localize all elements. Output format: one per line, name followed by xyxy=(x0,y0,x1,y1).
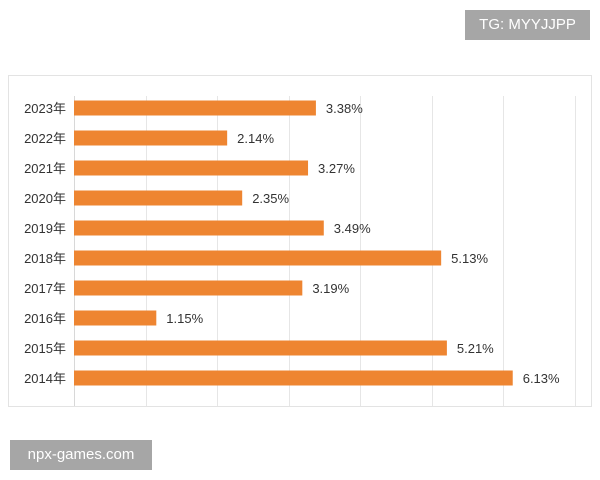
category-label: 2017年 xyxy=(24,281,66,296)
bar xyxy=(74,280,303,296)
chart-card: 2023年 2022年 2021年 2020年 2019年 2018年 2017年 2016年… xyxy=(8,75,592,407)
value-label: 3.38% xyxy=(326,101,363,116)
bar xyxy=(74,190,243,206)
category-label: 2023年 xyxy=(24,101,66,116)
bar xyxy=(74,160,309,176)
bar-chart: 2023年 2022年 2021年 2020年 2019年 2018年 2017年 2016年… xyxy=(24,96,576,406)
value-label: 3.27% xyxy=(318,161,355,176)
category-label: 2014年 xyxy=(24,371,66,386)
bar xyxy=(74,340,447,356)
category-label: 2021年 xyxy=(24,161,66,176)
value-label: 2.14% xyxy=(237,131,274,146)
watermark-top: TG: MYYJJPP xyxy=(465,10,590,40)
watermark-bottom: npx-games.com xyxy=(10,440,152,470)
category-label: 2018年 xyxy=(24,251,66,266)
category-label: 2019年 xyxy=(24,221,66,236)
bar xyxy=(74,250,442,266)
category-label: 2015年 xyxy=(24,341,66,356)
bar xyxy=(74,370,513,386)
value-label: 6.13% xyxy=(523,371,560,386)
value-label: 5.13% xyxy=(451,251,488,266)
bar xyxy=(74,130,228,146)
category-label: 2016年 xyxy=(24,311,66,326)
value-label: 3.19% xyxy=(312,281,349,296)
bar xyxy=(74,220,324,236)
bar xyxy=(74,310,157,326)
value-label: 3.49% xyxy=(334,221,371,236)
value-label: 1.15% xyxy=(166,311,203,326)
value-labels: 3.38% 2.14% 3.27% 2.35% 3.49% 5.13% 3.19% 1.15%… xyxy=(166,101,560,386)
value-label: 5.21% xyxy=(457,341,494,356)
category-label: 2022年 xyxy=(24,131,66,146)
bars xyxy=(74,100,513,386)
value-label: 2.35% xyxy=(252,191,289,206)
bar xyxy=(74,100,316,116)
category-labels: 2023年 2022年 2021年 2020年 2019年 2018年 2017年 2016年… xyxy=(24,101,66,386)
category-label: 2020年 xyxy=(24,191,66,206)
